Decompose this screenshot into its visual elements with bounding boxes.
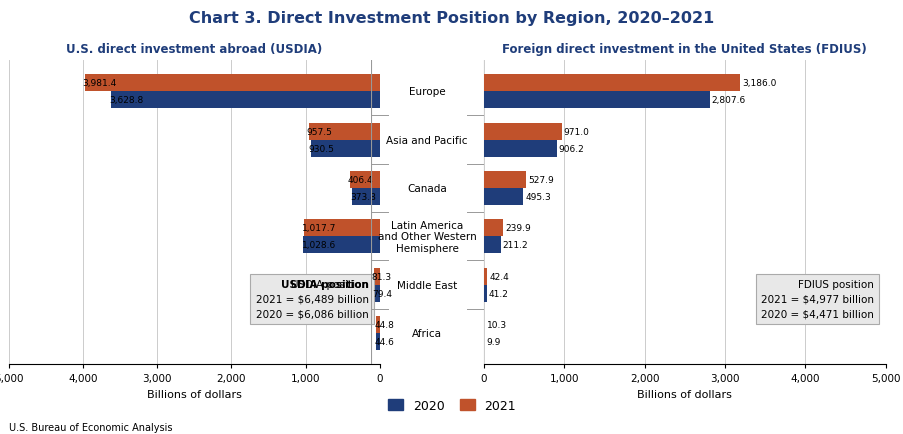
Text: 930.5: 930.5 xyxy=(309,144,334,153)
Bar xyxy=(373,285,379,302)
Text: 81.3: 81.3 xyxy=(371,272,392,281)
Text: USDIA position
2021 = $6,489 billion
2020 = $6,086 billion: USDIA position 2021 = $6,489 billion 202… xyxy=(256,279,368,319)
Bar xyxy=(483,172,526,188)
Text: USDIA position: USDIA position xyxy=(280,279,368,289)
Bar xyxy=(376,316,379,333)
Bar xyxy=(110,92,379,109)
Text: Middle East: Middle East xyxy=(396,280,457,290)
Text: 2,807.6: 2,807.6 xyxy=(711,96,745,105)
Text: 906.2: 906.2 xyxy=(558,144,583,153)
Bar xyxy=(85,75,379,92)
Bar xyxy=(483,268,487,285)
Text: 211.2: 211.2 xyxy=(502,241,527,250)
Bar xyxy=(376,333,379,350)
Bar xyxy=(483,285,487,302)
Text: 3,981.4: 3,981.4 xyxy=(82,79,116,88)
Text: Asia and Pacific: Asia and Pacific xyxy=(386,135,468,145)
Bar xyxy=(483,237,500,253)
Text: Chart 3. Direct Investment Position by Region, 2020–2021: Chart 3. Direct Investment Position by R… xyxy=(189,11,714,26)
Text: 406.4: 406.4 xyxy=(348,176,373,184)
Text: Europe: Europe xyxy=(408,87,445,97)
Legend: 2020, 2021: 2020, 2021 xyxy=(382,394,521,417)
Text: FDIUS position
2021 = $4,977 billion
2020 = $4,471 billion: FDIUS position 2021 = $4,977 billion 202… xyxy=(760,279,873,319)
Bar xyxy=(483,220,502,237)
X-axis label: Billions of dollars: Billions of dollars xyxy=(147,389,241,399)
Text: Africa: Africa xyxy=(412,328,442,338)
Bar xyxy=(308,123,379,140)
Bar xyxy=(351,188,379,205)
Text: 527.9: 527.9 xyxy=(527,176,554,184)
Text: 9.9: 9.9 xyxy=(486,337,500,346)
Text: 79.4: 79.4 xyxy=(371,289,392,298)
Text: Latin America
and Other Western
Hemisphere: Latin America and Other Western Hemisphe… xyxy=(377,220,476,253)
Bar xyxy=(483,140,556,157)
Text: 41.2: 41.2 xyxy=(489,289,508,298)
Bar xyxy=(483,188,523,205)
Bar xyxy=(483,92,709,109)
Text: U.S. Bureau of Economic Analysis: U.S. Bureau of Economic Analysis xyxy=(9,422,172,432)
Bar xyxy=(349,172,379,188)
Text: 957.5: 957.5 xyxy=(306,128,332,136)
Text: 373.8: 373.8 xyxy=(349,193,376,201)
Bar xyxy=(303,237,379,253)
Text: 239.9: 239.9 xyxy=(505,224,530,233)
Title: Foreign direct investment in the United States (FDIUS): Foreign direct investment in the United … xyxy=(502,43,866,56)
Text: 495.3: 495.3 xyxy=(525,193,551,201)
Text: 1,017.7: 1,017.7 xyxy=(302,224,337,233)
Text: 10.3: 10.3 xyxy=(486,320,506,329)
Text: 42.4: 42.4 xyxy=(489,272,508,281)
Text: 3,628.8: 3,628.8 xyxy=(108,96,143,105)
Bar xyxy=(483,123,561,140)
X-axis label: Billions of dollars: Billions of dollars xyxy=(637,389,731,399)
Text: 1,028.6: 1,028.6 xyxy=(302,241,335,250)
Title: U.S. direct investment abroad (USDIA): U.S. direct investment abroad (USDIA) xyxy=(66,43,322,56)
Bar xyxy=(304,220,379,237)
Text: 3,186.0: 3,186.0 xyxy=(741,79,776,88)
Bar xyxy=(373,268,379,285)
Bar xyxy=(311,140,379,157)
Text: 44.8: 44.8 xyxy=(374,320,394,329)
Text: Canada: Canada xyxy=(407,184,446,194)
Text: 44.6: 44.6 xyxy=(374,337,394,346)
Bar xyxy=(483,75,740,92)
Text: 971.0: 971.0 xyxy=(563,128,589,136)
